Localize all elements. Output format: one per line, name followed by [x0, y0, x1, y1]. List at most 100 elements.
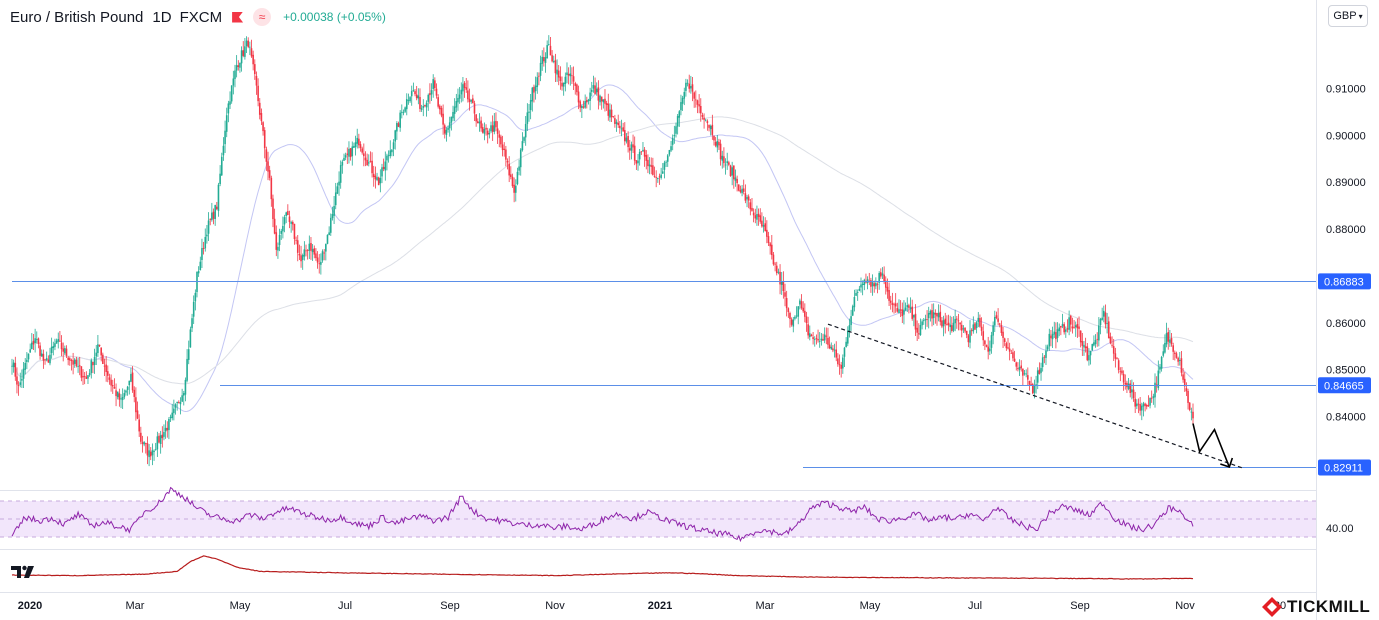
candle-body — [779, 271, 781, 285]
candle-body — [812, 337, 814, 340]
candle-body — [54, 343, 56, 347]
candle-body — [447, 127, 449, 130]
candle-body — [1106, 323, 1108, 324]
candle-body — [1063, 324, 1065, 333]
candle-body — [898, 309, 900, 314]
candle-body — [937, 313, 940, 318]
candle-body — [387, 155, 390, 157]
candle-body — [227, 103, 230, 114]
candle-body — [125, 390, 127, 393]
candle-body — [232, 78, 235, 86]
indicator-wave-icon[interactable]: ≈ — [253, 8, 272, 26]
candle-body — [529, 100, 532, 111]
candle-body — [179, 402, 182, 405]
candle-body — [1088, 355, 1090, 361]
candle-body — [1079, 330, 1082, 343]
candle-body — [224, 130, 226, 145]
candle-body — [126, 386, 129, 390]
candle-body — [1132, 389, 1135, 399]
candle-body — [600, 96, 603, 102]
candle-body — [685, 82, 687, 91]
candle-body — [1170, 338, 1173, 345]
candle-body — [944, 318, 947, 325]
candle-body — [69, 358, 71, 361]
candle-body — [291, 221, 294, 225]
candle-body — [699, 105, 702, 114]
candle-body — [290, 222, 292, 224]
candle-body — [541, 56, 544, 64]
candle-body — [242, 50, 245, 56]
candle-body — [159, 435, 162, 445]
candle-body — [72, 360, 74, 365]
candle-body — [657, 177, 659, 179]
candle-body — [156, 436, 159, 450]
candle-body — [485, 127, 487, 130]
candle-body — [430, 90, 433, 95]
interval-label[interactable]: 1D — [152, 8, 172, 26]
tickmill-logo-icon — [1262, 597, 1282, 617]
candle-body — [1154, 382, 1156, 398]
candle-body — [166, 427, 169, 431]
candle-body — [158, 435, 160, 443]
candle-body — [805, 316, 808, 323]
candle-body — [443, 125, 446, 134]
candle-body — [752, 212, 755, 216]
candle-body — [506, 160, 509, 163]
candle-body — [675, 126, 677, 134]
flag-icon[interactable] — [232, 11, 244, 23]
candle-body — [141, 442, 144, 444]
candle-body — [903, 309, 905, 315]
candle-body — [1104, 312, 1107, 325]
candle-body — [599, 95, 601, 103]
candle-body — [929, 311, 932, 315]
candle-body — [488, 132, 491, 135]
candle-body — [559, 76, 562, 82]
watermark-text: TICKMILL — [1287, 597, 1371, 616]
candle-body — [440, 107, 443, 116]
candle-body — [207, 220, 210, 234]
candle-body — [1165, 332, 1168, 345]
candle-body — [391, 149, 393, 153]
candle-body — [833, 349, 836, 351]
candle-body — [749, 202, 752, 210]
x-tick-label: Sep — [440, 600, 460, 612]
candle-body — [524, 123, 527, 138]
x-tick-label: Jul — [968, 600, 982, 612]
candle-body — [625, 137, 628, 142]
candle-body — [1136, 403, 1138, 407]
currency-select[interactable]: GBP ▾ — [1328, 5, 1368, 27]
tradingview-logo-icon[interactable] — [10, 563, 36, 581]
candle-body — [891, 302, 894, 306]
candle-body — [886, 286, 889, 292]
candle-body — [1129, 383, 1132, 393]
candle-body — [851, 306, 854, 316]
symbol-title[interactable]: Euro / British Pound — [10, 8, 144, 26]
candle-body — [681, 97, 684, 104]
candle-body — [934, 313, 937, 315]
candle-body — [146, 443, 149, 456]
candle-body — [1137, 403, 1140, 405]
candle-body — [244, 46, 246, 57]
candle-body — [1041, 357, 1044, 368]
candle-body — [946, 323, 948, 325]
candle-body — [189, 329, 192, 348]
level-label: 0.86883 — [1324, 276, 1364, 288]
candle-body — [37, 338, 40, 344]
candle-body — [754, 215, 757, 219]
candle-body — [1074, 325, 1077, 328]
candle-body — [64, 348, 66, 354]
candle-body — [1084, 346, 1087, 349]
candle-body — [285, 212, 287, 216]
candle-body — [247, 40, 249, 47]
x-tick-label: 2021 — [648, 600, 672, 612]
candle-body — [457, 97, 459, 103]
y-tick-label: 0.89000 — [1326, 177, 1366, 189]
candle-body — [764, 223, 766, 232]
candle-body — [703, 117, 705, 120]
candle-body — [255, 75, 258, 86]
candle-body — [483, 128, 486, 134]
candle-body — [214, 205, 216, 220]
candle-body — [199, 261, 202, 271]
candle-body — [761, 220, 763, 227]
